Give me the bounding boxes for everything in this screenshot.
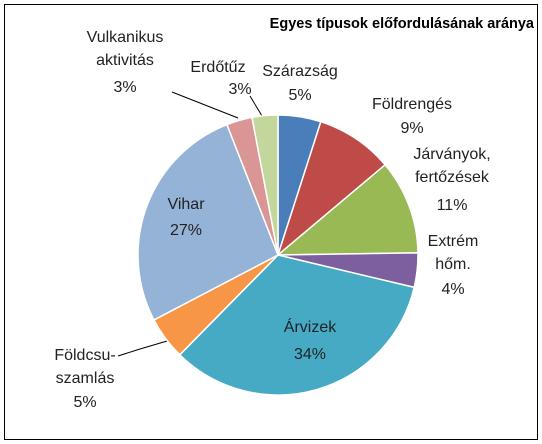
slice-label: Erdőtűz [190, 59, 245, 76]
pie-slice [178, 254, 416, 396]
slice-label: Vihar [167, 196, 205, 213]
value-label: 27% [170, 222, 202, 239]
value-label: 4% [441, 281, 464, 298]
pie-slice [251, 114, 279, 256]
value-label: 5% [288, 87, 311, 104]
value-label: 34% [294, 346, 326, 363]
slice-label: Szárazság [262, 63, 338, 80]
slice-label: Extrém hőm. [428, 233, 479, 273]
value-label: 5% [73, 394, 96, 411]
leader-line [249, 95, 263, 117]
slice-label: Árvizek [284, 317, 337, 336]
pie-slice [275, 163, 419, 256]
pie-slice [137, 123, 279, 321]
slice-label: Járványok, fertőzések [413, 146, 490, 186]
chart-title: Egyes típusok előfordulásának aránya [270, 16, 535, 32]
value-label: 3% [228, 81, 251, 98]
slice-label: Földrengés [372, 96, 452, 113]
value-label: 9% [400, 120, 423, 137]
slice-label: Földcsu-szamlás [54, 347, 115, 387]
value-label: 3% [113, 79, 136, 96]
slice-label: Vulkanikus aktivitás [87, 29, 164, 69]
value-label: 11% [437, 197, 468, 214]
leader-line [171, 91, 239, 119]
